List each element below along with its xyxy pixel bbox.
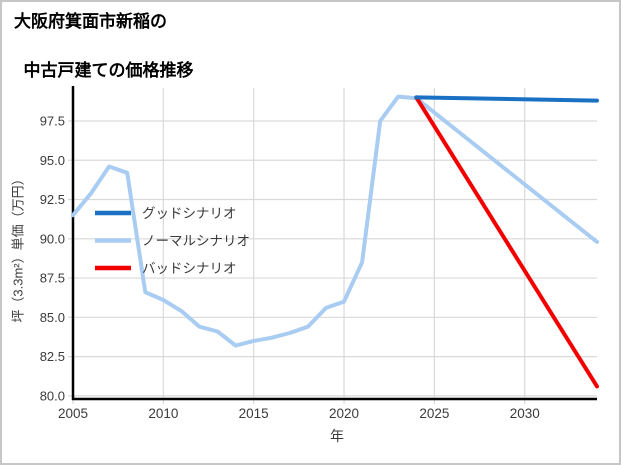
series-line-bad <box>414 95 599 389</box>
x-tick-label: 2005 <box>58 406 88 421</box>
x-tick-label: 2010 <box>148 406 178 421</box>
y-axis-label: 坪（3.3m²）単価（万円） <box>10 172 26 323</box>
series-line-good <box>414 95 599 103</box>
y-tick-label: 92.5 <box>40 192 65 207</box>
y-tick-label: 95.0 <box>40 153 65 168</box>
y-tick-label: 90.0 <box>40 231 65 246</box>
chart-title: 大阪府箕面市新稲の 中古戸建ての価格推移 <box>14 10 193 84</box>
legend-label-bad: バッドシナリオ <box>142 261 237 276</box>
legend-label-normal: ノーマルシナリオ <box>142 234 250 249</box>
chart-title-line1: 大阪府箕面市新稲の <box>14 12 167 31</box>
y-tick-label: 87.5 <box>40 271 65 286</box>
chart-title-line2: 中古戸建ての価格推移 <box>23 61 194 81</box>
y-tick-label: 80.0 <box>40 388 65 403</box>
x-axis-label: 年 <box>330 428 344 444</box>
x-tick-label: 2030 <box>510 406 540 421</box>
x-tick-label: 2025 <box>419 406 449 421</box>
x-tick-label: 2015 <box>239 406 269 421</box>
y-tick-label: 97.5 <box>40 113 65 128</box>
series-line-normal <box>71 94 599 348</box>
legend-label-good: グッドシナリオ <box>142 206 237 221</box>
y-tick-label: 85.0 <box>40 310 65 325</box>
y-tick-label: 82.5 <box>40 349 65 364</box>
x-tick-label: 2020 <box>329 406 359 421</box>
